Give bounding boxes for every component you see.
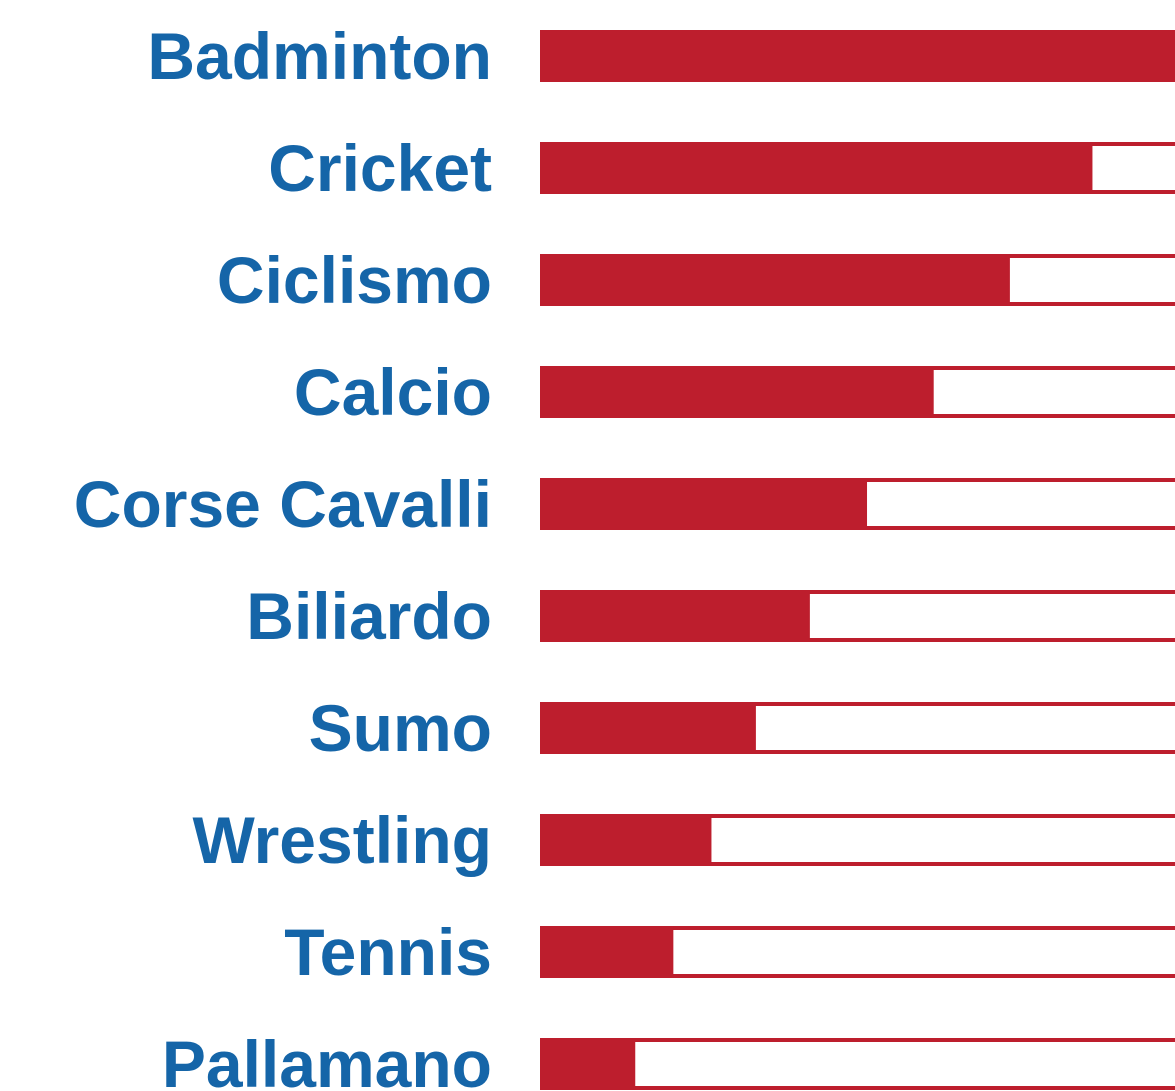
category-label: Calcio — [294, 355, 492, 429]
bar-track-bottom — [540, 638, 1175, 642]
category-label: Ciclismo — [217, 243, 492, 317]
bar-pallamano — [540, 1038, 636, 1090]
bar-track-bottom — [540, 750, 1175, 754]
bar-track-bottom — [540, 1086, 1175, 1090]
bar-track-top — [540, 1038, 1175, 1042]
bar-wrestling — [540, 814, 712, 866]
bars — [540, 30, 1175, 1090]
bar-sumo — [540, 702, 756, 754]
category-label: Tennis — [284, 915, 492, 989]
bar-track-bottom — [540, 974, 1175, 978]
bar-track-top — [540, 702, 1175, 706]
bar-track-bottom — [540, 862, 1175, 866]
bar-ciclismo — [540, 254, 1010, 306]
category-label: Biliardo — [246, 579, 492, 653]
bar-track-top — [540, 590, 1175, 594]
bar-tennis — [540, 926, 674, 978]
bar-biliardo — [540, 590, 810, 642]
bar-track-top — [540, 814, 1175, 818]
bar-calcio — [540, 366, 934, 418]
category-label: Wrestling — [193, 803, 492, 877]
bar-track-top — [540, 926, 1175, 930]
category-label: Pallamano — [162, 1027, 492, 1091]
category-label: Sumo — [309, 691, 492, 765]
category-label: Badminton — [147, 19, 492, 93]
bar-corse-cavalli — [540, 478, 868, 530]
bar-badminton — [540, 30, 1175, 82]
category-labels: Badminton Cricket Ciclismo Calcio Corse Cava… — [74, 19, 492, 1091]
bar-cricket — [540, 142, 1093, 194]
category-label: Corse Cavalli — [74, 467, 492, 541]
category-label: Cricket — [268, 131, 492, 205]
